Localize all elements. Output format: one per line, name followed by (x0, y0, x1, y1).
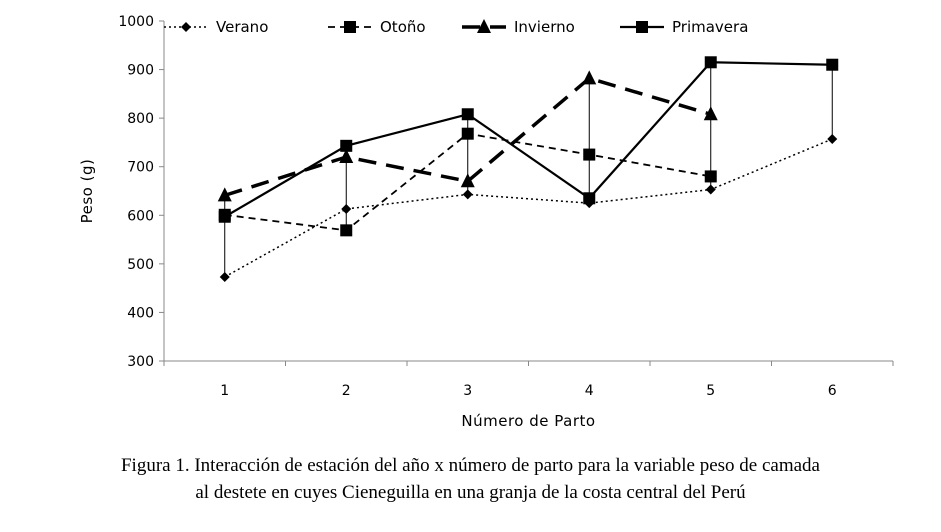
y-tick-label: 600 (127, 208, 154, 224)
tick-labels: 300 400 500 600 700 800 900 1000 1 2 3 4 5 6 (118, 14, 836, 399)
series-layer (217, 56, 839, 282)
y-tick-label: 900 (127, 63, 154, 79)
data-point (582, 70, 597, 85)
data-point (461, 108, 474, 121)
legend-swatch-marker (181, 22, 191, 32)
data-point (217, 187, 232, 202)
legend-label: Primavera (672, 18, 748, 36)
data-point (219, 271, 230, 282)
legend-label: Invierno (514, 18, 575, 36)
x-tick-label: 2 (342, 383, 351, 399)
data-point (339, 149, 354, 163)
legend-swatch-marker (477, 19, 491, 33)
legend: Verano Otoño Invierno Primavera (164, 18, 748, 36)
data-point (703, 106, 718, 121)
y-tick-label: 300 (127, 354, 154, 370)
x-tick-label: 1 (220, 383, 229, 399)
legend-swatch-marker (636, 21, 648, 33)
data-point (705, 184, 716, 195)
y-tick-label: 400 (127, 305, 154, 321)
x-tick-label: 4 (585, 383, 594, 399)
legend-swatch-marker (344, 21, 356, 33)
data-point (583, 148, 596, 161)
y-tick-label: 700 (127, 160, 154, 176)
chart-axes (159, 20, 894, 366)
data-point (826, 58, 839, 71)
caption-line-1: Figura 1. Interacción de estación del añ… (120, 455, 820, 476)
legend-label: Otoño (380, 18, 426, 36)
data-point (460, 173, 475, 188)
data-point (340, 224, 353, 237)
x-tick-label: 5 (706, 383, 715, 399)
y-tick-label: 500 (127, 257, 154, 273)
figure-caption: Figura 1. Interacción de estación del añ… (0, 452, 941, 506)
x-tick-label: 6 (828, 383, 837, 399)
data-point (827, 134, 838, 145)
drop-lines (224, 62, 833, 277)
data-point (462, 189, 473, 200)
data-point (218, 210, 231, 223)
y-tick-label: 1000 (118, 14, 154, 30)
x-axis-label: Número de Parto (461, 412, 595, 430)
data-point (583, 192, 596, 205)
data-point (340, 139, 353, 152)
data-point (704, 56, 717, 69)
x-tick-label: 3 (463, 383, 472, 399)
y-axis-label: Peso (g) (78, 159, 96, 224)
legend-label: Verano (216, 18, 268, 36)
series-line (224, 138, 833, 278)
series-primavera (218, 56, 839, 223)
y-tick-label: 800 (127, 111, 154, 127)
series-line (224, 61, 833, 218)
caption-line-2: al destete en cuyes Cieneguilla en una g… (195, 482, 746, 503)
data-point (341, 203, 352, 214)
data-point (704, 170, 717, 183)
data-point (461, 127, 474, 140)
line-chart: 300 400 500 600 700 800 900 1000 1 2 3 4 5 6 Número d… (78, 14, 894, 430)
